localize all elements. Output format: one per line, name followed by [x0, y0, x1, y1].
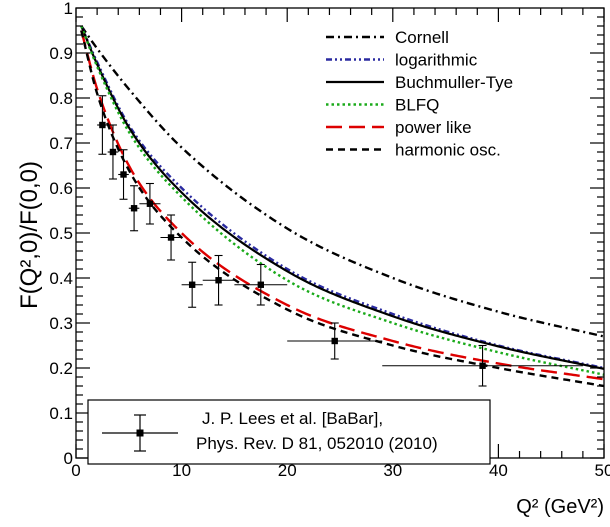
data-point-marker	[167, 234, 175, 241]
data-point-marker	[479, 362, 486, 369]
y-tick-label: 0.4	[49, 269, 73, 288]
legend-label: Buchmuller-Tye	[395, 73, 513, 92]
data-point-4	[128, 185, 140, 232]
x-tick-label: 10	[172, 461, 191, 480]
x-tick-label: 30	[383, 461, 402, 480]
y-tick-label: 0.1	[49, 404, 73, 423]
y-tick-label: 0.3	[49, 314, 73, 333]
data-point-marker	[257, 281, 264, 288]
legend-label: BLFQ	[395, 96, 439, 115]
x-tick-label: 20	[278, 461, 297, 480]
y-tick-label: 0.5	[49, 224, 73, 243]
data-point-layer	[97, 95, 583, 387]
data-point-marker	[99, 121, 106, 129]
y-tick-label: 0.2	[49, 359, 73, 378]
data-point-5	[139, 182, 161, 225]
legend-label: harmonic osc.	[395, 141, 501, 160]
y-tick-label: 0.9	[49, 44, 73, 63]
legend: Cornell logarithmic Buchmuller-Tye BLFQ powe…	[326, 28, 513, 160]
data-point-marker	[331, 337, 338, 345]
y-tick-label: 0.6	[49, 179, 73, 198]
data-point-marker	[109, 148, 117, 156]
data-point-10	[287, 322, 383, 360]
legend-label: Cornell	[395, 28, 449, 47]
data-point-marker	[130, 205, 138, 212]
axes	[75, 7, 605, 459]
x-axis-title: Q² (GeV²)	[516, 496, 604, 518]
legend-entry-3: Buchmuller-Tye	[326, 73, 513, 92]
data-point-9	[234, 263, 288, 306]
data-point-6	[160, 214, 182, 261]
data-legend-box: J. P. Lees et al. [BaBar], Phys. Rev. D …	[87, 399, 491, 465]
y-axis-title: F(Q²,0)/F(0,0)	[16, 161, 43, 309]
legend-entry-6: harmonic osc.	[326, 141, 501, 160]
legend-label: power like	[395, 118, 472, 137]
curve-logarithmic	[80, 25, 604, 370]
data-legend-label-line1: J. P. Lees et al. [BaBar],	[202, 409, 383, 428]
curve-power-like	[80, 30, 604, 381]
curve-layer	[80, 25, 604, 388]
legend-entry-2: logarithmic	[326, 51, 478, 70]
y-tick-label: 1	[64, 0, 73, 18]
data-legend-marker-square	[136, 429, 144, 437]
curve-buchmuller-tye	[80, 25, 604, 370]
curve-blfq	[80, 25, 604, 376]
legend-entry-5: power like	[326, 118, 472, 137]
data-point-marker	[188, 281, 196, 288]
data-point-marker	[120, 171, 127, 178]
data-point-11	[382, 344, 583, 387]
curve-cornell	[80, 25, 604, 338]
legend-label: logarithmic	[395, 51, 478, 70]
x-tick-label: 50	[595, 461, 610, 480]
data-point-7	[181, 261, 203, 308]
data-point-2	[107, 124, 119, 180]
y-tick-label: 0	[64, 449, 73, 468]
data-point-3	[118, 149, 129, 200]
data-point-8	[202, 254, 235, 306]
x-tick-label: 40	[489, 461, 508, 480]
curve-harmonic-osc	[80, 30, 604, 388]
data-legend-label-line2: Phys. Rev. D 81, 052010 (2010)	[196, 434, 438, 453]
data-point-marker	[146, 200, 154, 207]
y-tick-label: 0.8	[49, 89, 73, 108]
tick-labels: 0 10 20 30 40 50 0 0.1 0.2 0.3 0.4 0.5 0.6 0.7 0.8 0.9 1	[49, 0, 610, 480]
data-point-1	[97, 95, 108, 155]
y-tick-label: 0.7	[49, 134, 73, 153]
legend-entry-1: Cornell	[326, 28, 449, 47]
plot-frame	[75, 7, 605, 459]
data-point-marker	[215, 277, 222, 284]
x-tick-label: 0	[71, 461, 80, 480]
data-legend-frame	[87, 399, 491, 465]
legend-entry-4: BLFQ	[326, 96, 439, 115]
